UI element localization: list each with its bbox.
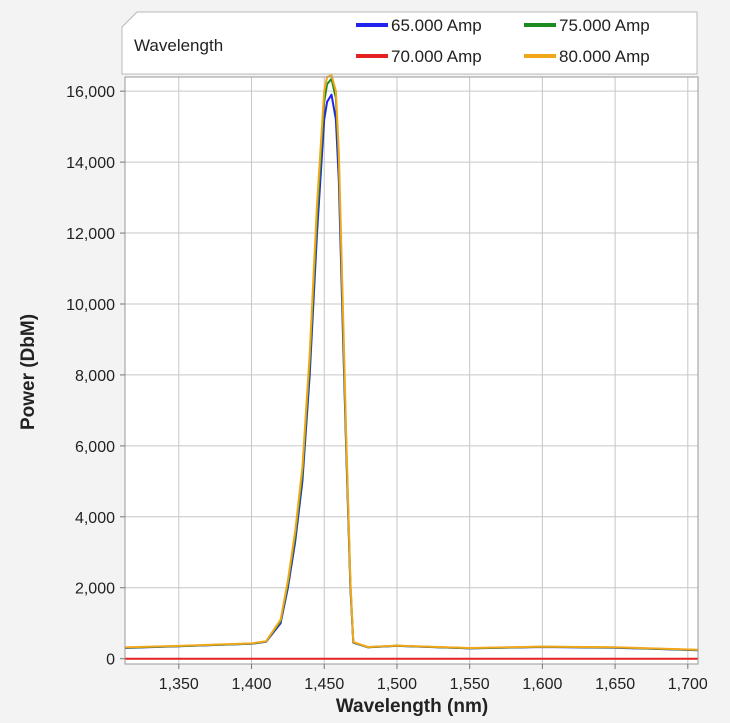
legend-label: 70.000 Amp: [391, 47, 482, 66]
y-tick-label: 0: [106, 652, 115, 669]
legend-items: 65.000 Amp 70.000 Amp 75.000 Amp 80.000 Amp: [356, 16, 650, 66]
y-tick-label: 2,000: [75, 581, 115, 598]
legend-item: 65.000 Amp: [356, 16, 482, 35]
series-line-80-000-amp: [124, 74, 699, 651]
y-tick-label: 12,000: [66, 226, 115, 243]
plot-area: [125, 77, 698, 664]
x-tick-label: 1,700: [668, 676, 708, 693]
legend-item: 80.000 Amp: [524, 47, 650, 66]
y-tick-label: 6,000: [75, 439, 115, 456]
legend-item: 70.000 Amp: [356, 47, 482, 66]
x-tick-label: 1,550: [450, 676, 490, 693]
x-axis-ticks: 1,350 1,400 1,450 1,500 1,550 1,600 1,650 1,700: [159, 664, 708, 693]
legend: Wavelength 65.000 Amp 70.000 Amp 75.000 Am…: [121, 11, 698, 75]
legend-label: 80.000 Amp: [559, 47, 650, 66]
x-tick-label: 1,600: [522, 676, 562, 693]
y-tick-label: 16,000: [66, 84, 115, 101]
series-layer: [124, 74, 699, 660]
y-axis-title: Power (DbM): [18, 314, 39, 430]
y-tick-label: 14,000: [66, 155, 115, 172]
grid-lines: [125, 77, 698, 664]
y-tick-label: 10,000: [66, 297, 115, 314]
plot-border: [124, 76, 699, 665]
x-tick-label: 1,350: [159, 676, 199, 693]
legend-box: [121, 11, 698, 75]
x-tick-label: 1,400: [232, 676, 272, 693]
legend-title: Wavelength: [134, 36, 223, 55]
x-tick-label: 1,500: [377, 676, 417, 693]
legend-label: 75.000 Amp: [559, 16, 650, 35]
legend-label: 65.000 Amp: [391, 16, 482, 35]
y-tick-label: 8,000: [75, 368, 115, 385]
x-tick-label: 1,650: [595, 676, 635, 693]
y-axis-ticks: 0 2,000 4,000 6,000 8,000 10,000 12,000 14,000 1…: [66, 84, 125, 669]
x-axis-title: Wavelength (nm): [336, 696, 488, 717]
y-tick-label: 4,000: [75, 510, 115, 527]
legend-item: 75.000 Amp: [524, 16, 650, 35]
x-tick-label: 1,450: [304, 676, 344, 693]
